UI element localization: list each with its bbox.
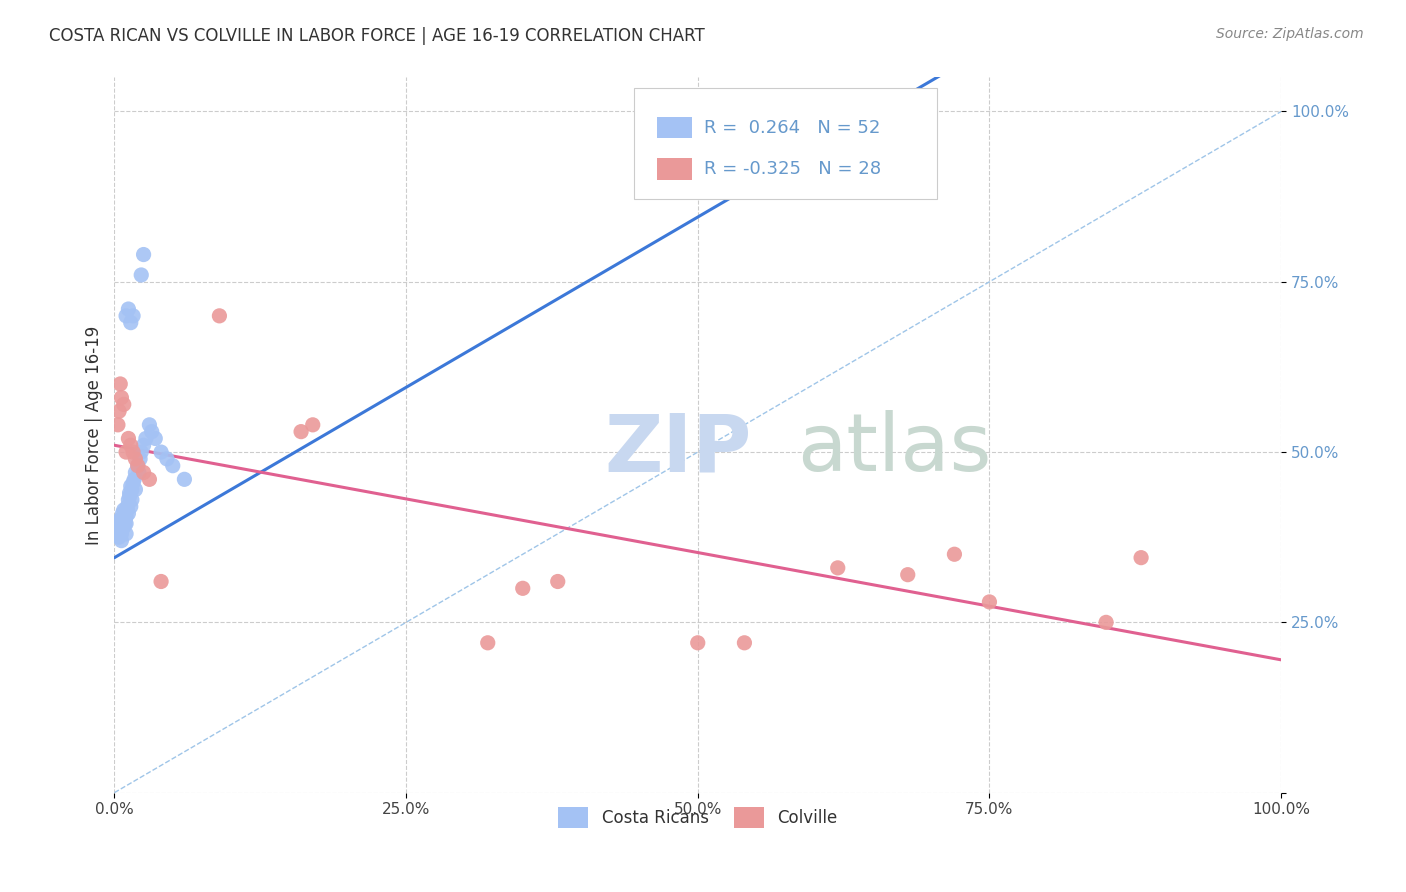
Point: [110, 526, 132, 541]
Point: [129, 445, 152, 459]
Point: [120, 479, 142, 493]
Point: [112, 509, 135, 524]
Point: [1095, 615, 1118, 630]
Point: [129, 451, 152, 466]
Legend: Costa Ricans, Colville: Costa Ricans, Colville: [551, 801, 844, 834]
Point: [108, 404, 131, 418]
Text: ZIP: ZIP: [605, 410, 752, 488]
Point: [979, 595, 1001, 609]
Point: [117, 507, 139, 521]
Point: [733, 636, 755, 650]
Point: [117, 301, 139, 316]
Point: [122, 445, 145, 459]
Point: [117, 432, 139, 446]
Point: [108, 513, 131, 527]
Point: [120, 438, 142, 452]
Text: R = -0.325   N = 28: R = -0.325 N = 28: [703, 160, 880, 178]
Point: [112, 397, 135, 411]
Point: [124, 451, 146, 466]
Point: [108, 530, 131, 544]
Point: [110, 391, 132, 405]
Point: [135, 432, 157, 446]
Point: [114, 507, 136, 521]
Point: [132, 438, 155, 452]
Point: [112, 520, 135, 534]
Point: [150, 445, 173, 459]
Point: [117, 503, 139, 517]
Point: [122, 309, 145, 323]
Point: [118, 489, 141, 503]
Point: [129, 268, 152, 282]
Point: [512, 582, 534, 596]
Point: [110, 524, 132, 538]
Point: [110, 533, 132, 548]
Point: [827, 561, 849, 575]
Point: [120, 500, 142, 514]
Point: [110, 516, 132, 531]
Point: [897, 567, 920, 582]
Point: [111, 516, 134, 531]
Point: [128, 466, 150, 480]
Point: [112, 503, 135, 517]
Point: [124, 466, 146, 480]
Text: COSTA RICAN VS COLVILLE IN LABOR FORCE | AGE 16-19 CORRELATION CHART: COSTA RICAN VS COLVILLE IN LABOR FORCE |…: [49, 27, 704, 45]
Point: [173, 472, 195, 486]
Point: [114, 516, 136, 531]
Point: [115, 309, 138, 323]
Point: [156, 451, 179, 466]
Point: [118, 486, 141, 500]
Point: [110, 376, 132, 391]
Point: [547, 574, 569, 589]
Point: [162, 458, 184, 473]
Point: [138, 472, 160, 486]
FancyBboxPatch shape: [657, 117, 692, 138]
Point: [943, 547, 966, 561]
Point: [290, 425, 312, 439]
Text: atlas: atlas: [797, 410, 991, 488]
Point: [110, 520, 132, 534]
Point: [124, 483, 146, 497]
Text: Source: ZipAtlas.com: Source: ZipAtlas.com: [1216, 27, 1364, 41]
Point: [115, 509, 138, 524]
Point: [301, 417, 323, 432]
Point: [132, 247, 155, 261]
FancyBboxPatch shape: [634, 88, 936, 199]
Point: [107, 417, 129, 432]
Point: [121, 483, 143, 497]
Point: [477, 636, 499, 650]
Point: [114, 513, 136, 527]
Y-axis label: In Labor Force | Age 16-19: In Labor Force | Age 16-19: [86, 326, 103, 545]
Text: R =  0.264   N = 52: R = 0.264 N = 52: [703, 119, 880, 136]
Point: [127, 458, 149, 473]
Point: [107, 520, 129, 534]
FancyBboxPatch shape: [657, 158, 692, 179]
Point: [105, 524, 128, 538]
Point: [208, 309, 231, 323]
Point: [686, 636, 709, 650]
Point: [115, 516, 138, 531]
Point: [132, 466, 155, 480]
Point: [127, 458, 149, 473]
Point: [110, 513, 132, 527]
Point: [111, 507, 134, 521]
Point: [122, 472, 145, 486]
Point: [122, 475, 145, 490]
Point: [138, 417, 160, 432]
Point: [120, 316, 142, 330]
Point: [141, 425, 163, 439]
Point: [150, 574, 173, 589]
Point: [117, 500, 139, 514]
Point: [117, 492, 139, 507]
Point: [111, 513, 134, 527]
Point: [115, 445, 138, 459]
Point: [1130, 550, 1153, 565]
Point: [143, 432, 166, 446]
Point: [121, 492, 143, 507]
Point: [107, 526, 129, 541]
Point: [115, 526, 138, 541]
